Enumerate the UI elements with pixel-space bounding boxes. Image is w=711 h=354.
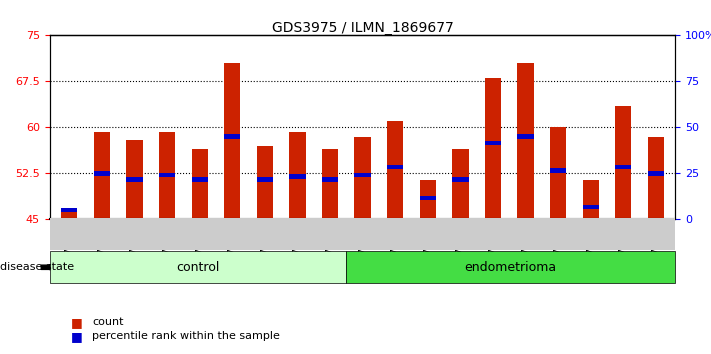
Bar bbox=[224, 135, 240, 139]
Bar bbox=[550, 168, 566, 172]
Text: disease state: disease state bbox=[0, 262, 74, 272]
Text: control: control bbox=[176, 261, 220, 274]
Bar bbox=[452, 177, 469, 182]
Bar bbox=[191, 177, 208, 182]
Bar bbox=[419, 196, 436, 200]
Bar bbox=[518, 135, 534, 139]
Text: GDS3975 / ILMN_1869677: GDS3975 / ILMN_1869677 bbox=[272, 21, 454, 35]
Text: ■: ■ bbox=[71, 330, 83, 343]
Bar bbox=[355, 137, 370, 219]
Bar bbox=[582, 205, 599, 209]
Bar bbox=[94, 171, 110, 176]
Bar bbox=[387, 121, 403, 219]
Bar bbox=[615, 165, 631, 170]
Bar bbox=[159, 132, 175, 219]
Bar bbox=[127, 140, 143, 219]
Bar bbox=[387, 165, 403, 170]
Bar bbox=[648, 171, 664, 176]
Bar bbox=[419, 179, 436, 219]
Bar bbox=[159, 173, 175, 177]
Bar bbox=[322, 149, 338, 219]
Bar bbox=[452, 149, 469, 219]
Bar bbox=[582, 179, 599, 219]
Bar bbox=[550, 127, 566, 219]
Text: ■: ■ bbox=[71, 316, 83, 329]
Bar bbox=[485, 141, 501, 145]
Bar bbox=[355, 173, 370, 177]
Bar bbox=[322, 177, 338, 182]
Bar bbox=[257, 146, 273, 219]
Bar bbox=[289, 175, 306, 179]
Bar bbox=[191, 149, 208, 219]
Bar bbox=[224, 63, 240, 219]
Bar bbox=[61, 210, 77, 219]
Text: percentile rank within the sample: percentile rank within the sample bbox=[92, 331, 280, 341]
Bar bbox=[485, 78, 501, 219]
Bar bbox=[94, 132, 110, 219]
Bar bbox=[127, 177, 143, 182]
Bar bbox=[518, 63, 534, 219]
Bar bbox=[648, 137, 664, 219]
Bar bbox=[615, 106, 631, 219]
Bar bbox=[61, 208, 77, 212]
Bar bbox=[257, 177, 273, 182]
Bar bbox=[289, 132, 306, 219]
Text: endometrioma: endometrioma bbox=[465, 261, 557, 274]
Text: count: count bbox=[92, 317, 124, 327]
